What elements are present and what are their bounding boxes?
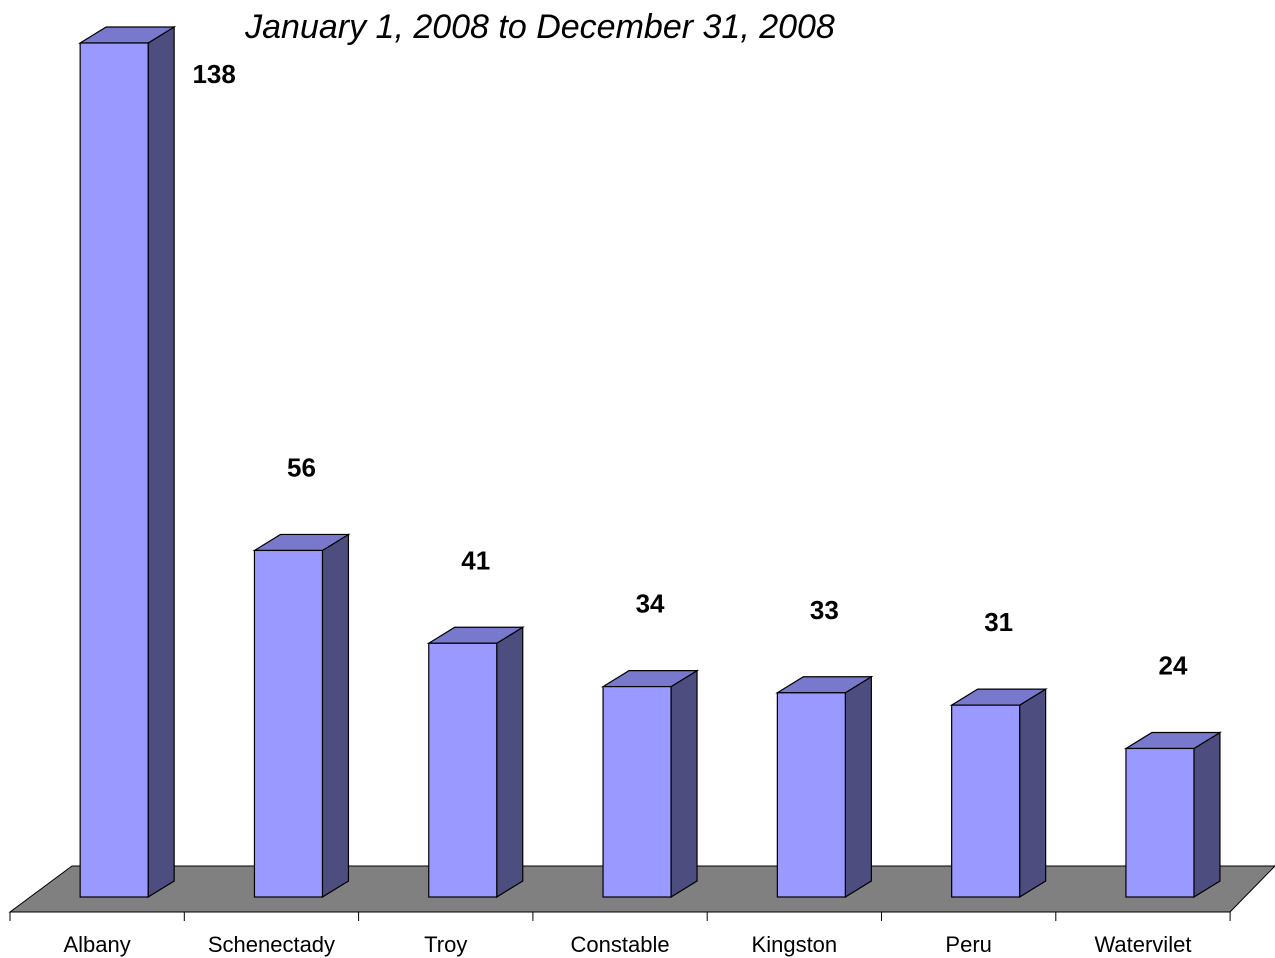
- data-label: 56: [287, 452, 316, 482]
- bar-side: [1193, 731, 1221, 899]
- bars-group: [78, 25, 1223, 899]
- chart-title: January 1, 2008 to December 31, 2008: [244, 8, 835, 46]
- category-label: Troy: [424, 932, 467, 957]
- bar: [252, 533, 351, 899]
- data-label: 41: [461, 545, 490, 575]
- x-axis: [9, 911, 1231, 921]
- bar: [1123, 731, 1223, 899]
- bar-front: [79, 42, 149, 898]
- bar: [426, 626, 525, 899]
- bar-front: [428, 642, 498, 898]
- bar-front: [602, 685, 672, 898]
- bar-front: [951, 704, 1021, 898]
- category-label: Constable: [571, 932, 670, 957]
- bar: [775, 675, 874, 899]
- bar-front: [776, 692, 846, 898]
- category-label: Schenectady: [208, 932, 335, 957]
- bar-side: [844, 675, 872, 899]
- bar-side: [496, 626, 524, 899]
- bar: [600, 669, 700, 899]
- bar: [78, 25, 177, 899]
- category-label: Watervilet: [1094, 932, 1191, 957]
- category-label: Kingston: [752, 932, 838, 957]
- data-label: 24: [1158, 650, 1187, 680]
- bar-side: [147, 25, 175, 899]
- category-label: Albany: [64, 932, 131, 957]
- data-label: 34: [636, 589, 665, 619]
- bar-front: [1125, 747, 1195, 898]
- bar-side: [670, 669, 698, 899]
- data-label: 138: [192, 59, 235, 89]
- category-label: Peru: [945, 932, 991, 957]
- data-label: 33: [810, 595, 839, 625]
- bar: [949, 688, 1048, 899]
- bar-side: [1019, 688, 1047, 899]
- bar-front: [253, 549, 324, 898]
- bar-side: [321, 533, 350, 899]
- data-label: 31: [984, 607, 1013, 637]
